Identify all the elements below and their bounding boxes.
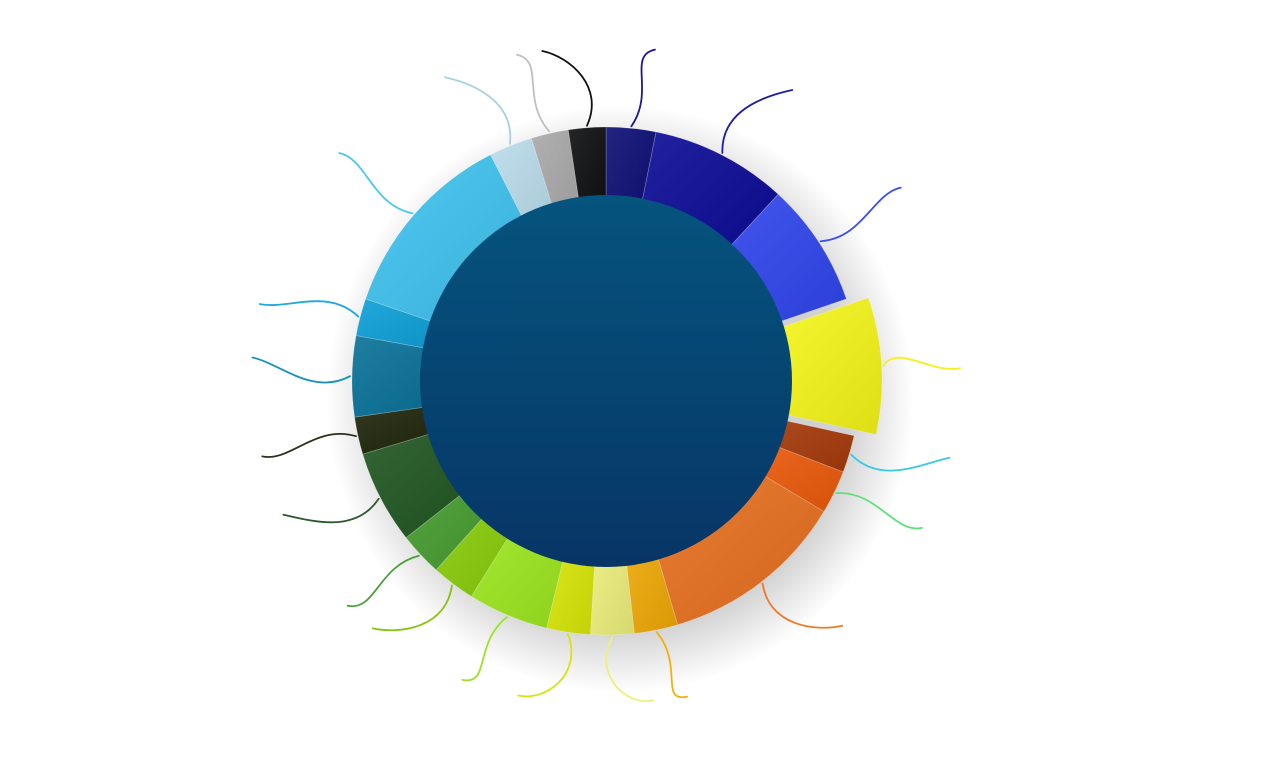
leader-line	[346, 554, 420, 608]
leader-line	[835, 492, 923, 530]
leader-line	[371, 584, 453, 632]
leader-line	[541, 50, 593, 127]
leader-line	[721, 89, 794, 154]
leader-lines	[251, 48, 961, 703]
leader-line	[461, 616, 508, 682]
leader-line	[282, 497, 380, 524]
leader-line	[444, 76, 512, 145]
pie-slice-sheen	[769, 297, 882, 435]
leader-line	[819, 186, 902, 243]
pie-slice-sheen	[365, 154, 538, 333]
leader-line	[850, 453, 951, 472]
leader-line	[605, 636, 655, 703]
leader-line	[655, 631, 689, 699]
leader-line	[251, 356, 351, 384]
leader-line	[882, 356, 961, 370]
leader-line	[338, 152, 414, 215]
pie-slice-sheen	[648, 458, 824, 625]
leader-line	[516, 53, 551, 133]
leader-line	[761, 582, 844, 629]
leader-line	[630, 48, 656, 128]
leader-line	[261, 433, 357, 458]
donut-center	[420, 195, 792, 567]
leader-line	[258, 300, 360, 318]
leader-line	[517, 633, 573, 698]
